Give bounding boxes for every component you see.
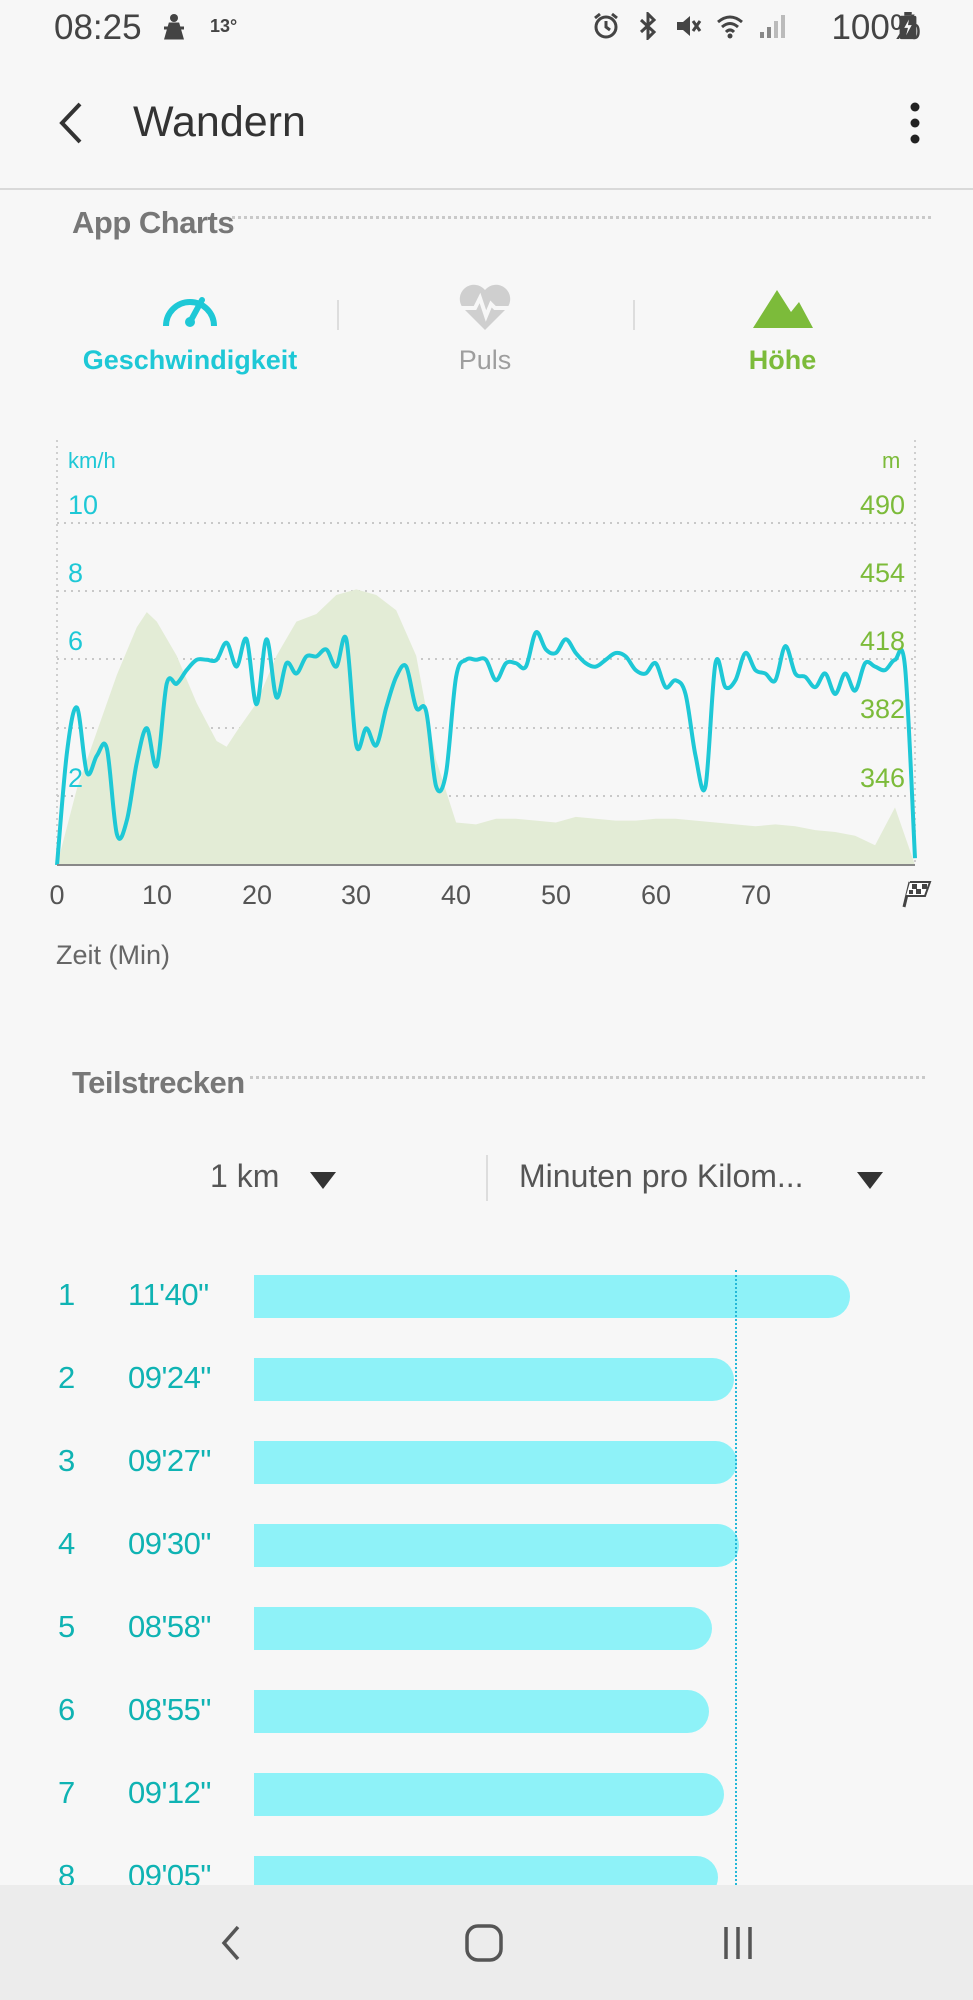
- x-tick: 10: [141, 880, 173, 910]
- x-axis-label: Zeit (Min): [56, 940, 170, 970]
- split-bar: [254, 1524, 739, 1567]
- page-title: Wandern: [133, 98, 306, 146]
- battery-charging-icon: [899, 12, 917, 40]
- split-bar: [254, 1607, 712, 1650]
- app-bar: Wandern: [0, 60, 973, 190]
- section-divider: [250, 1076, 925, 1079]
- average-reference-line: [735, 1270, 737, 1885]
- tab-separator: [633, 300, 635, 330]
- navigation-bar: [0, 1885, 973, 2000]
- left-axis-unit: km/h: [68, 448, 116, 473]
- heart-pulse-icon: [459, 284, 511, 330]
- tab-geschwindigkeit[interactable]: Geschwindigkeit: [70, 282, 310, 376]
- speedometer-icon: [163, 297, 217, 327]
- right-tick: 346: [859, 763, 905, 793]
- tab-label: Puls: [458, 345, 512, 375]
- right-tick: 490: [859, 490, 905, 520]
- split-pace: 09'12": [128, 1775, 211, 1810]
- split-number: 2: [58, 1360, 76, 1395]
- chevron-down-icon: [857, 1172, 883, 1189]
- tab-label: Höhe: [748, 345, 817, 375]
- status-time: 08:25: [54, 8, 142, 47]
- back-arrow-icon[interactable]: [52, 98, 92, 148]
- dropdown-separator: [486, 1155, 488, 1201]
- split-number: 3: [58, 1443, 76, 1478]
- split-pace: 09'30": [128, 1526, 211, 1561]
- wifi-icon: [717, 15, 743, 39]
- split-row: 5 08'58": [0, 1597, 973, 1657]
- section-divider: [232, 216, 931, 219]
- x-tick: 50: [540, 880, 572, 910]
- x-tick: 60: [640, 880, 672, 910]
- x-tick: 30: [340, 880, 372, 910]
- split-bar: [254, 1690, 709, 1733]
- split-row: 7 09'12": [0, 1763, 973, 1823]
- x-tick: 20: [241, 880, 273, 910]
- speed-elevation-chart: [55, 440, 917, 866]
- splits-section-heading: Teilstrecken: [72, 1065, 245, 1100]
- split-bar: [254, 1773, 724, 1816]
- right-tick: 382: [859, 694, 905, 724]
- split-row: 2 09'24": [0, 1348, 973, 1408]
- split-number: 1: [58, 1277, 76, 1312]
- left-tick: 10: [68, 490, 99, 520]
- split-number: 7: [58, 1775, 76, 1810]
- mute-icon: [677, 16, 702, 36]
- split-bar: [254, 1358, 734, 1401]
- split-number: 4: [58, 1526, 76, 1561]
- more-vert-icon[interactable]: [905, 100, 925, 146]
- status-temperature: 13°: [210, 16, 238, 36]
- split-row: 4 09'30": [0, 1514, 973, 1574]
- split-number: 6: [58, 1692, 76, 1727]
- x-tick: 0: [49, 880, 65, 910]
- bluetooth-icon: [639, 12, 657, 40]
- nav-back-icon[interactable]: [216, 1923, 246, 1963]
- tab-puls[interactable]: Puls: [405, 282, 565, 376]
- charts-section-heading: App Charts: [72, 205, 235, 240]
- right-tick: 454: [859, 558, 905, 588]
- split-number: 5: [58, 1609, 76, 1644]
- distance-dropdown[interactable]: 1 km: [200, 1150, 350, 1210]
- split-bar: [254, 1441, 737, 1484]
- split-pace: 11'40": [128, 1277, 209, 1312]
- tab-label: Geschwindigkeit: [82, 345, 298, 375]
- finish-flag-icon: [902, 881, 932, 908]
- left-tick: 2: [68, 763, 84, 793]
- distance-dropdown-value: 1 km: [210, 1158, 280, 1194]
- split-pace: 08'55": [128, 1692, 211, 1727]
- status-bar: 08:25 13° 100%: [0, 0, 973, 60]
- nav-recents-icon[interactable]: [718, 1923, 758, 1963]
- tab-hoehe[interactable]: Höhe: [700, 282, 865, 376]
- elevation-area: [57, 589, 915, 865]
- split-number: 8: [58, 1858, 76, 1893]
- alarm-icon: [594, 12, 618, 39]
- mountain-icon: [752, 290, 813, 328]
- metric-dropdown-value: Minuten pro Kilom...: [519, 1158, 804, 1194]
- x-tick: 40: [440, 880, 472, 910]
- right-axis-unit: m: [882, 448, 901, 473]
- metric-dropdown[interactable]: Minuten pro Kilom...: [510, 1150, 900, 1210]
- signal-icon: [760, 15, 785, 38]
- person-icon: [164, 14, 184, 40]
- split-row: 6 08'55": [0, 1680, 973, 1740]
- split-pace: 08'58": [128, 1609, 211, 1644]
- split-row: 3 09'27": [0, 1431, 973, 1491]
- split-bar: [254, 1275, 850, 1318]
- tab-separator: [337, 300, 339, 330]
- nav-home-icon[interactable]: [464, 1923, 504, 1963]
- split-pace: 09'24": [128, 1360, 211, 1395]
- split-pace: 09'27": [128, 1443, 211, 1478]
- split-row: 1 11'40": [0, 1265, 973, 1325]
- right-tick: 418: [859, 626, 905, 656]
- speed-line: [55, 630, 917, 866]
- chevron-down-icon: [310, 1172, 336, 1189]
- left-tick: 6: [68, 626, 84, 656]
- left-tick: 8: [68, 558, 84, 588]
- x-tick: 70: [740, 880, 772, 910]
